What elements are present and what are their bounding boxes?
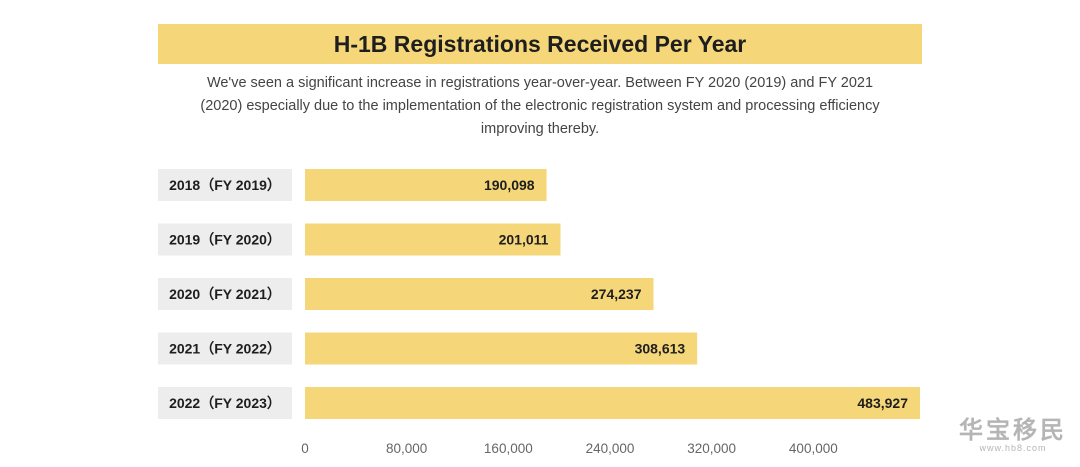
category-label-box [158, 278, 292, 310]
x-tick-label: 0 [301, 441, 309, 456]
chart-title: H-1B Registrations Received Per Year [333, 30, 747, 57]
category-label: 2022（FY 2023） [169, 395, 281, 411]
chart-title-bar: H-1B Registrations Received Per Year [158, 24, 922, 64]
bar-value-label: 308,613 [635, 341, 686, 357]
bar [305, 332, 698, 365]
category-label-box [158, 332, 292, 365]
bar-value-label: 483,927 [857, 395, 908, 411]
bar-value-label: 190,098 [484, 177, 535, 193]
x-tick-label: 240,000 [586, 441, 635, 456]
chart-subtitle: We've seen a significant increase in reg… [200, 75, 880, 137]
watermark: 华宝移民 www.hb8.com [958, 410, 1068, 453]
category-label: 2018（FY 2019） [169, 177, 281, 193]
bar [305, 169, 547, 201]
bar [305, 278, 654, 310]
bar-value-label: 274,237 [591, 286, 642, 302]
category-label-box [158, 387, 292, 419]
x-tick-label: 80,000 [386, 441, 427, 456]
watermark-logo: 华宝移民 [959, 416, 1067, 444]
watermark-url: www.hb8.com [979, 443, 1047, 453]
x-tick-label: 160,000 [484, 441, 533, 456]
x-tick-label: 400,000 [789, 441, 838, 456]
category-label: 2019（FY 2020） [169, 232, 281, 248]
bar-value-label: 201,011 [499, 232, 549, 248]
category-label-box [158, 223, 292, 256]
bar [305, 387, 920, 419]
x-tick-label: 320,000 [687, 441, 736, 456]
category-label-box [158, 169, 292, 201]
category-label: 2021（FY 2022） [169, 341, 281, 357]
bar [305, 223, 561, 256]
category-label: 2020（FY 2021） [169, 286, 281, 302]
